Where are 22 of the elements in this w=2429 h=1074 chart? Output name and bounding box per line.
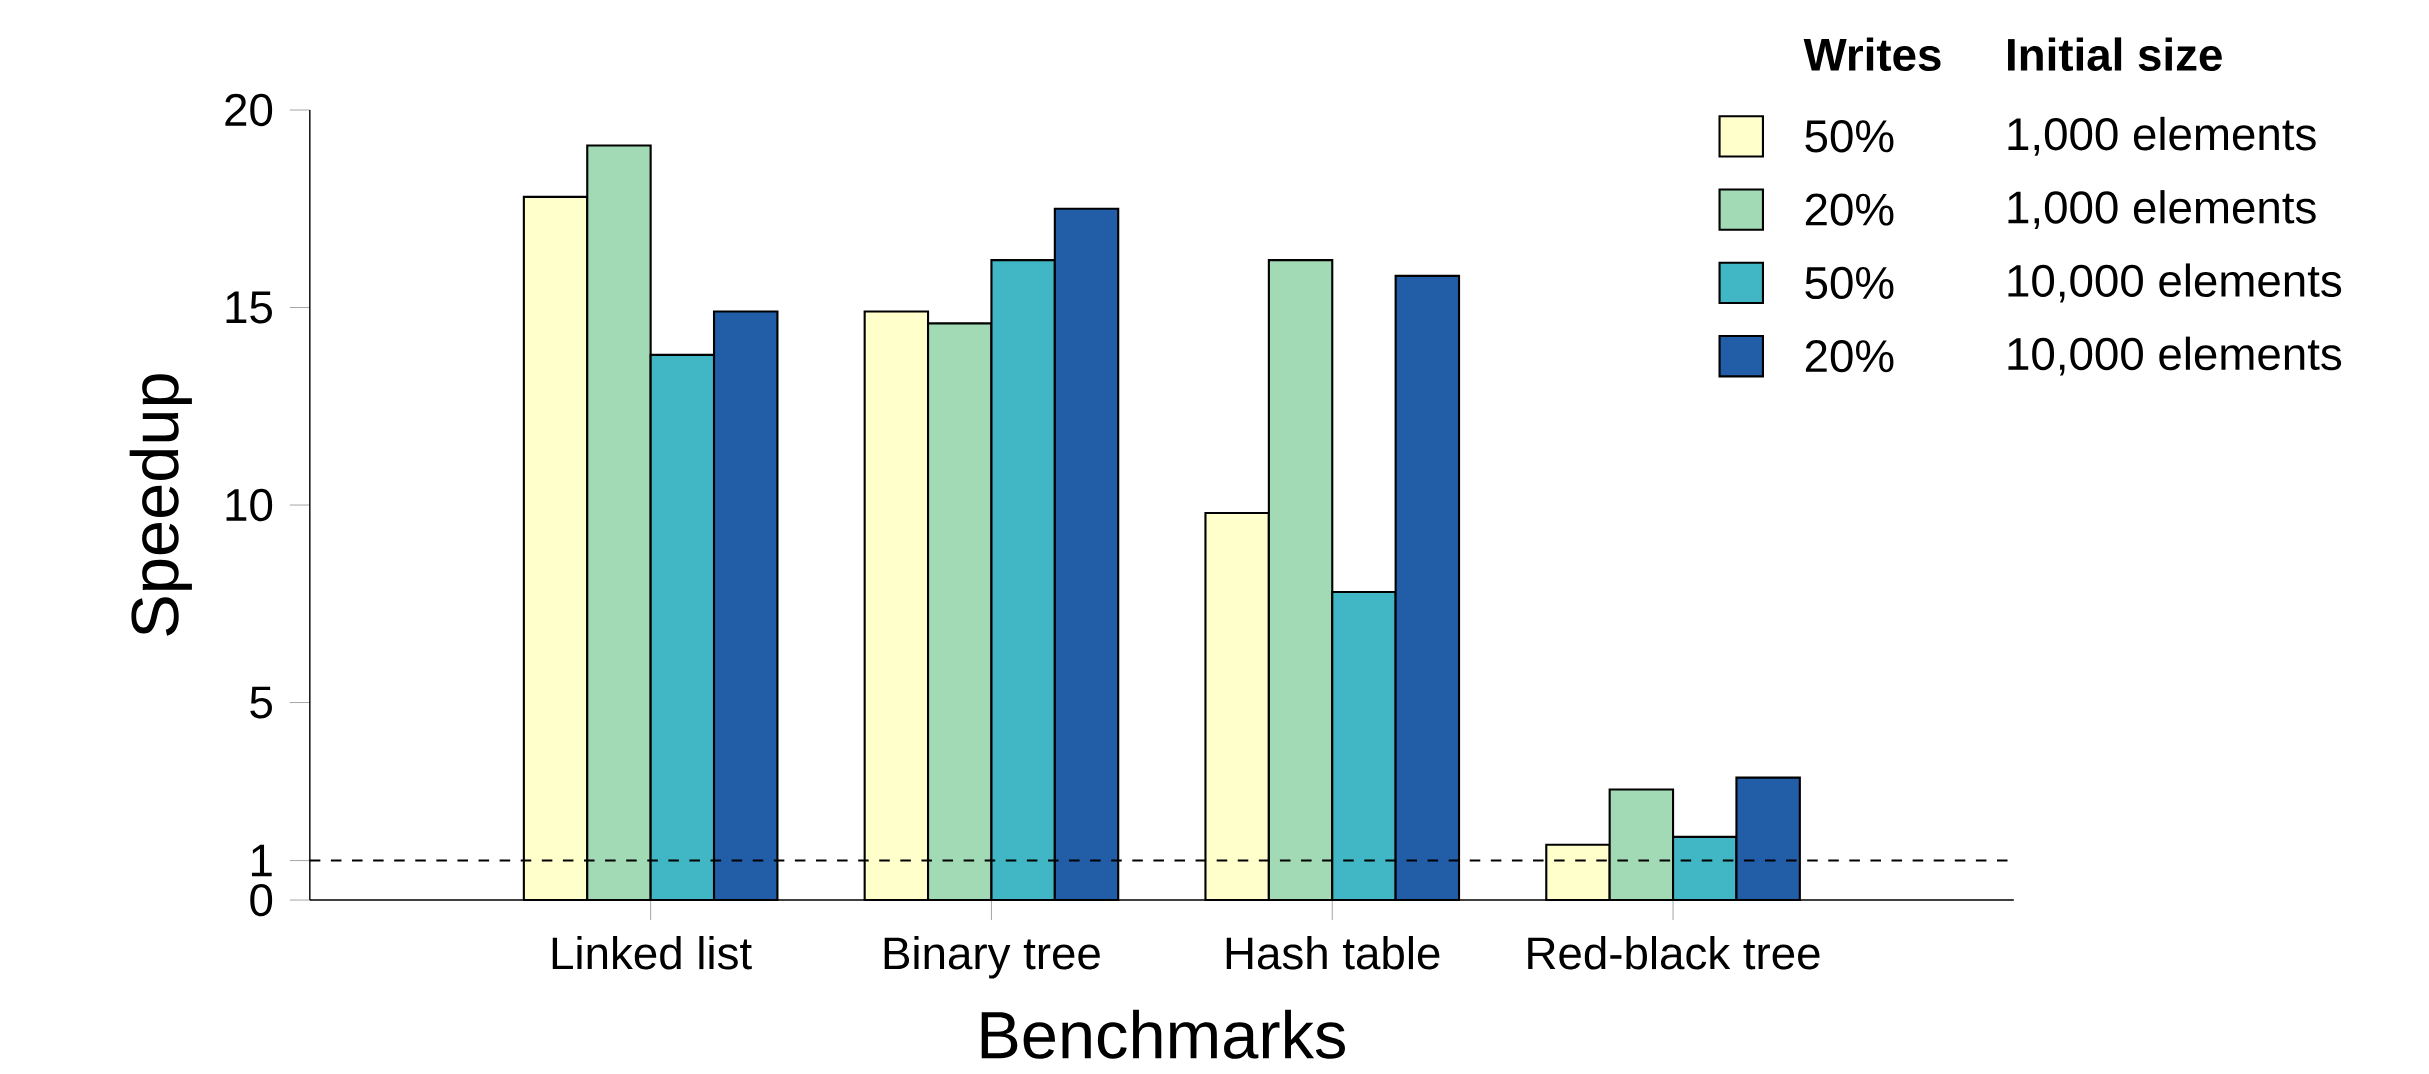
- legend-label: 20%: [1805, 340, 1894, 373]
- y-tick-label: 20: [225, 94, 273, 127]
- x-tick-label: Binary tree: [884, 936, 1100, 979]
- x-tick-label: Linked list: [552, 936, 752, 970]
- x-tick-label: Hash table: [1226, 936, 1440, 970]
- y-axis-title: Speedup: [129, 374, 192, 636]
- x-axis-title: Benchmarks: [981, 1009, 1345, 1060]
- legend-label: 50%: [1805, 266, 1894, 300]
- legend-label: 50%: [1805, 120, 1894, 153]
- y-tick-label: 10: [226, 489, 273, 522]
- y-tick-label: 1: [251, 845, 272, 877]
- text: Initial size: [2008, 37, 2222, 72]
- legend-title: Writes: [1803, 37, 1941, 72]
- y-tick-label: 5: [250, 686, 272, 719]
- y-tick-label: 15: [226, 291, 272, 324]
- annotation: 1,000 elements: [2008, 117, 2316, 156]
- annotation: 10,000 elements: [2008, 336, 2342, 376]
- annotation: 10,000 elements: [2008, 263, 2342, 303]
- x-tick-label: Red-black tree: [1528, 936, 1820, 970]
- y-tick-label: 0: [250, 884, 273, 917]
- legend-label: 20%: [1805, 193, 1894, 226]
- annotation: 1,000 elements: [2008, 190, 2316, 230]
